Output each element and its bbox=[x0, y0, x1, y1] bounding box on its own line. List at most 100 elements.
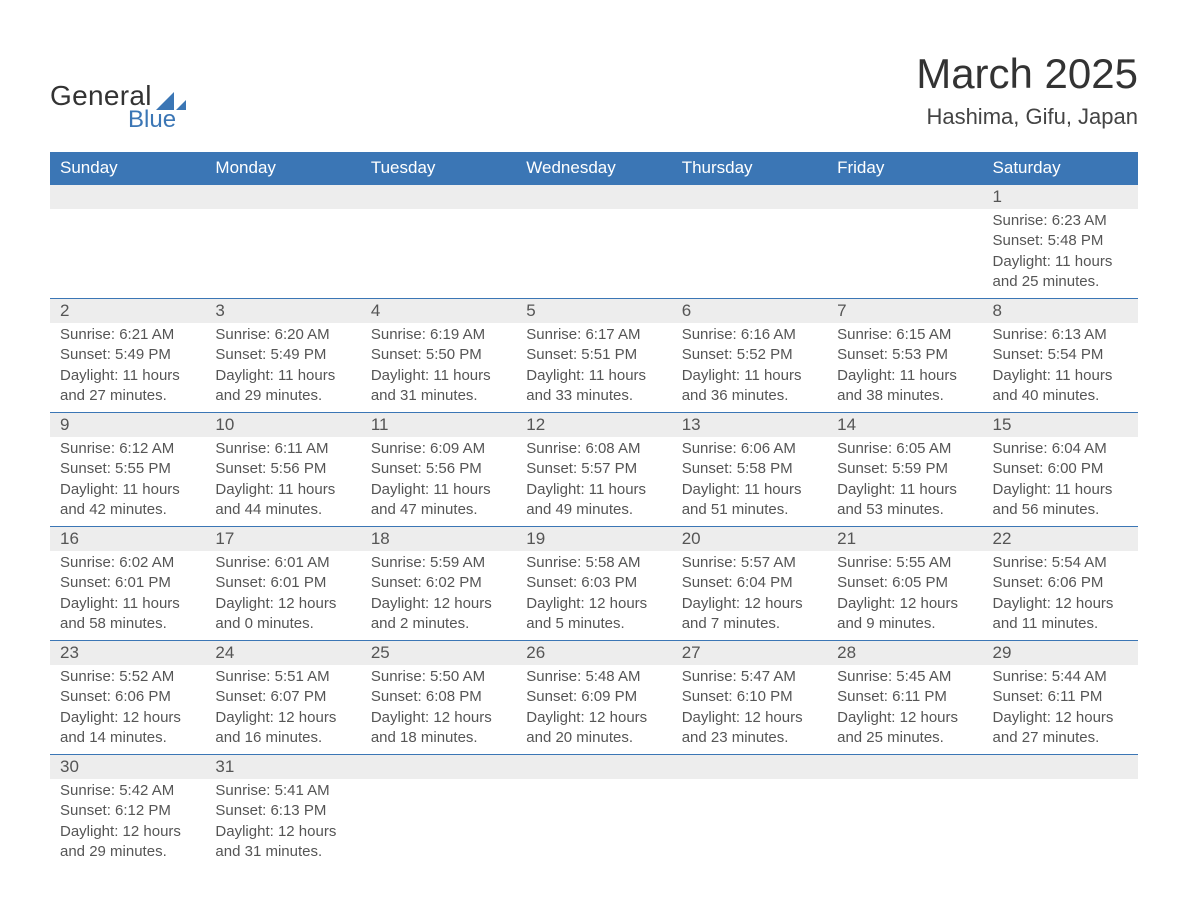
day-dl2: and 33 minutes. bbox=[526, 386, 661, 406]
day-dl2: and 16 minutes. bbox=[215, 728, 350, 748]
day-dl2: and 31 minutes. bbox=[215, 842, 350, 862]
day-header: Wednesday bbox=[516, 152, 671, 185]
day-dl1: Daylight: 11 hours bbox=[682, 480, 817, 500]
day-info-cell: Sunrise: 6:06 AMSunset: 5:58 PMDaylight:… bbox=[672, 437, 827, 527]
day-info-cell: Sunrise: 5:47 AMSunset: 6:10 PMDaylight:… bbox=[672, 665, 827, 755]
day-dl2: and 29 minutes. bbox=[215, 386, 350, 406]
day-info-cell: Sunrise: 6:16 AMSunset: 5:52 PMDaylight:… bbox=[672, 323, 827, 413]
day-sunrise: Sunrise: 5:45 AM bbox=[837, 667, 972, 687]
day-dl2: and 18 minutes. bbox=[371, 728, 506, 748]
day-number-cell: 3 bbox=[205, 299, 360, 324]
day-dl1: Daylight: 12 hours bbox=[371, 708, 506, 728]
day-header: Friday bbox=[827, 152, 982, 185]
day-dl1: Daylight: 12 hours bbox=[837, 708, 972, 728]
day-sunrise: Sunrise: 5:41 AM bbox=[215, 781, 350, 801]
day-sunset: Sunset: 5:49 PM bbox=[60, 345, 195, 365]
day-info-cell: Sunrise: 6:01 AMSunset: 6:01 PMDaylight:… bbox=[205, 551, 360, 641]
location: Hashima, Gifu, Japan bbox=[916, 104, 1138, 130]
day-dl2: and 36 minutes. bbox=[682, 386, 817, 406]
day-info-cell: Sunrise: 5:54 AMSunset: 6:06 PMDaylight:… bbox=[983, 551, 1138, 641]
day-sunrise: Sunrise: 6:04 AM bbox=[993, 439, 1128, 459]
day-number-cell: 14 bbox=[827, 413, 982, 438]
day-sunset: Sunset: 5:56 PM bbox=[215, 459, 350, 479]
day-info-cell bbox=[672, 779, 827, 868]
calendar-table: SundayMondayTuesdayWednesdayThursdayFrid… bbox=[50, 152, 1138, 868]
day-dl1: Daylight: 12 hours bbox=[215, 594, 350, 614]
day-info-cell: Sunrise: 6:15 AMSunset: 5:53 PMDaylight:… bbox=[827, 323, 982, 413]
day-number-cell: 17 bbox=[205, 527, 360, 552]
day-sunset: Sunset: 6:01 PM bbox=[215, 573, 350, 593]
day-sunset: Sunset: 5:58 PM bbox=[682, 459, 817, 479]
day-sunrise: Sunrise: 6:15 AM bbox=[837, 325, 972, 345]
day-number-cell bbox=[827, 755, 982, 780]
day-sunset: Sunset: 5:48 PM bbox=[993, 231, 1128, 251]
day-number-cell: 24 bbox=[205, 641, 360, 666]
day-dl1: Daylight: 12 hours bbox=[215, 708, 350, 728]
day-dl1: Daylight: 11 hours bbox=[371, 366, 506, 386]
day-info-cell: Sunrise: 6:19 AMSunset: 5:50 PMDaylight:… bbox=[361, 323, 516, 413]
day-header: Saturday bbox=[983, 152, 1138, 185]
day-sunrise: Sunrise: 6:02 AM bbox=[60, 553, 195, 573]
day-info-cell: Sunrise: 5:50 AMSunset: 6:08 PMDaylight:… bbox=[361, 665, 516, 755]
day-header: Monday bbox=[205, 152, 360, 185]
day-dl2: and 25 minutes. bbox=[993, 272, 1128, 292]
day-dl1: Daylight: 11 hours bbox=[526, 480, 661, 500]
day-number-cell: 5 bbox=[516, 299, 671, 324]
day-sunset: Sunset: 5:53 PM bbox=[837, 345, 972, 365]
day-sunrise: Sunrise: 5:55 AM bbox=[837, 553, 972, 573]
day-number-cell: 2 bbox=[50, 299, 205, 324]
day-dl2: and 9 minutes. bbox=[837, 614, 972, 634]
day-info-cell bbox=[50, 209, 205, 299]
day-sunset: Sunset: 6:03 PM bbox=[526, 573, 661, 593]
day-number-cell bbox=[50, 185, 205, 210]
day-number-cell: 10 bbox=[205, 413, 360, 438]
day-info-cell: Sunrise: 5:58 AMSunset: 6:03 PMDaylight:… bbox=[516, 551, 671, 641]
day-sunrise: Sunrise: 5:59 AM bbox=[371, 553, 506, 573]
day-info-cell: Sunrise: 6:13 AMSunset: 5:54 PMDaylight:… bbox=[983, 323, 1138, 413]
day-sunset: Sunset: 6:06 PM bbox=[60, 687, 195, 707]
day-sunrise: Sunrise: 6:23 AM bbox=[993, 211, 1128, 231]
day-dl2: and 27 minutes. bbox=[60, 386, 195, 406]
day-number-cell: 22 bbox=[983, 527, 1138, 552]
day-dl1: Daylight: 11 hours bbox=[682, 366, 817, 386]
day-info-cell: Sunrise: 6:05 AMSunset: 5:59 PMDaylight:… bbox=[827, 437, 982, 527]
day-info-cell: Sunrise: 6:20 AMSunset: 5:49 PMDaylight:… bbox=[205, 323, 360, 413]
day-sunset: Sunset: 6:05 PM bbox=[837, 573, 972, 593]
day-number-cell: 19 bbox=[516, 527, 671, 552]
day-sunrise: Sunrise: 6:05 AM bbox=[837, 439, 972, 459]
day-sunrise: Sunrise: 5:52 AM bbox=[60, 667, 195, 687]
day-number-cell: 31 bbox=[205, 755, 360, 780]
day-dl1: Daylight: 11 hours bbox=[526, 366, 661, 386]
day-sunset: Sunset: 6:02 PM bbox=[371, 573, 506, 593]
day-dl2: and 58 minutes. bbox=[60, 614, 195, 634]
day-info-cell bbox=[361, 209, 516, 299]
day-number-cell: 18 bbox=[361, 527, 516, 552]
day-number-cell: 4 bbox=[361, 299, 516, 324]
day-info-cell: Sunrise: 6:08 AMSunset: 5:57 PMDaylight:… bbox=[516, 437, 671, 527]
day-sunset: Sunset: 5:54 PM bbox=[993, 345, 1128, 365]
day-sunset: Sunset: 6:07 PM bbox=[215, 687, 350, 707]
day-info-cell bbox=[361, 779, 516, 868]
day-number-cell: 11 bbox=[361, 413, 516, 438]
day-info-cell: Sunrise: 5:57 AMSunset: 6:04 PMDaylight:… bbox=[672, 551, 827, 641]
day-number-cell: 12 bbox=[516, 413, 671, 438]
day-info-cell: Sunrise: 6:23 AMSunset: 5:48 PMDaylight:… bbox=[983, 209, 1138, 299]
day-sunrise: Sunrise: 6:06 AM bbox=[682, 439, 817, 459]
day-dl2: and 56 minutes. bbox=[993, 500, 1128, 520]
day-dl1: Daylight: 12 hours bbox=[526, 708, 661, 728]
day-sunrise: Sunrise: 5:48 AM bbox=[526, 667, 661, 687]
day-info-cell: Sunrise: 6:21 AMSunset: 5:49 PMDaylight:… bbox=[50, 323, 205, 413]
day-dl1: Daylight: 12 hours bbox=[993, 708, 1128, 728]
day-number-cell: 16 bbox=[50, 527, 205, 552]
day-sunset: Sunset: 6:09 PM bbox=[526, 687, 661, 707]
day-sunset: Sunset: 6:11 PM bbox=[993, 687, 1128, 707]
day-number-cell: 21 bbox=[827, 527, 982, 552]
day-dl2: and 27 minutes. bbox=[993, 728, 1128, 748]
day-sunrise: Sunrise: 5:54 AM bbox=[993, 553, 1128, 573]
logo-triangle-icon bbox=[156, 90, 186, 110]
day-dl2: and 23 minutes. bbox=[682, 728, 817, 748]
day-info-cell: Sunrise: 5:48 AMSunset: 6:09 PMDaylight:… bbox=[516, 665, 671, 755]
day-dl1: Daylight: 11 hours bbox=[60, 366, 195, 386]
day-dl2: and 29 minutes. bbox=[60, 842, 195, 862]
day-number-cell: 30 bbox=[50, 755, 205, 780]
